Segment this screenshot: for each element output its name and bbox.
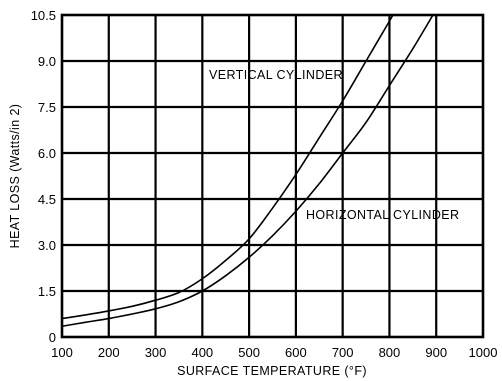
x-axis-title: SURFACE TEMPERATURE (°F)	[177, 364, 367, 378]
y-tick-label: 4.5	[38, 192, 56, 207]
curve-layer	[61, 14, 434, 328]
series-label-horizontal: HORIZONTAL CYLINDER	[306, 208, 459, 222]
grid-layer	[62, 15, 483, 337]
y-tick-label: 7.5	[38, 100, 56, 115]
y-tick-label: 10.5	[31, 8, 56, 23]
x-tick-label: 400	[191, 345, 213, 360]
x-tick-label: 100	[51, 345, 73, 360]
series-line-vertical-cylinder	[61, 14, 394, 320]
x-tick-label: 200	[98, 345, 120, 360]
x-tick-label: 800	[379, 345, 401, 360]
y-tick-label: 9.0	[38, 54, 56, 69]
x-tick-label: 1000	[469, 345, 498, 360]
x-tick-label: 900	[425, 345, 447, 360]
series-line-horizontal-cylinder	[61, 14, 434, 328]
x-tick-label: 500	[238, 345, 260, 360]
tick-layer: 100 200 300 400 500 600 700 800 900 1000 0 1.5 3.0 4.…	[31, 8, 498, 360]
y-tick-label: 1.5	[38, 284, 56, 299]
series-label-vertical: VERTICAL CYLINDER	[209, 68, 343, 82]
x-tick-label: 300	[145, 345, 167, 360]
y-tick-label: 0	[49, 330, 56, 345]
plot-frame	[60, 13, 485, 339]
x-tick-label: 600	[285, 345, 307, 360]
x-tick-label: 700	[332, 345, 354, 360]
y-tick-label: 6.0	[38, 146, 56, 161]
y-tick-label: 3.0	[38, 238, 56, 253]
y-axis-title: HEAT LOSS (Watts/in 2)	[8, 104, 22, 249]
